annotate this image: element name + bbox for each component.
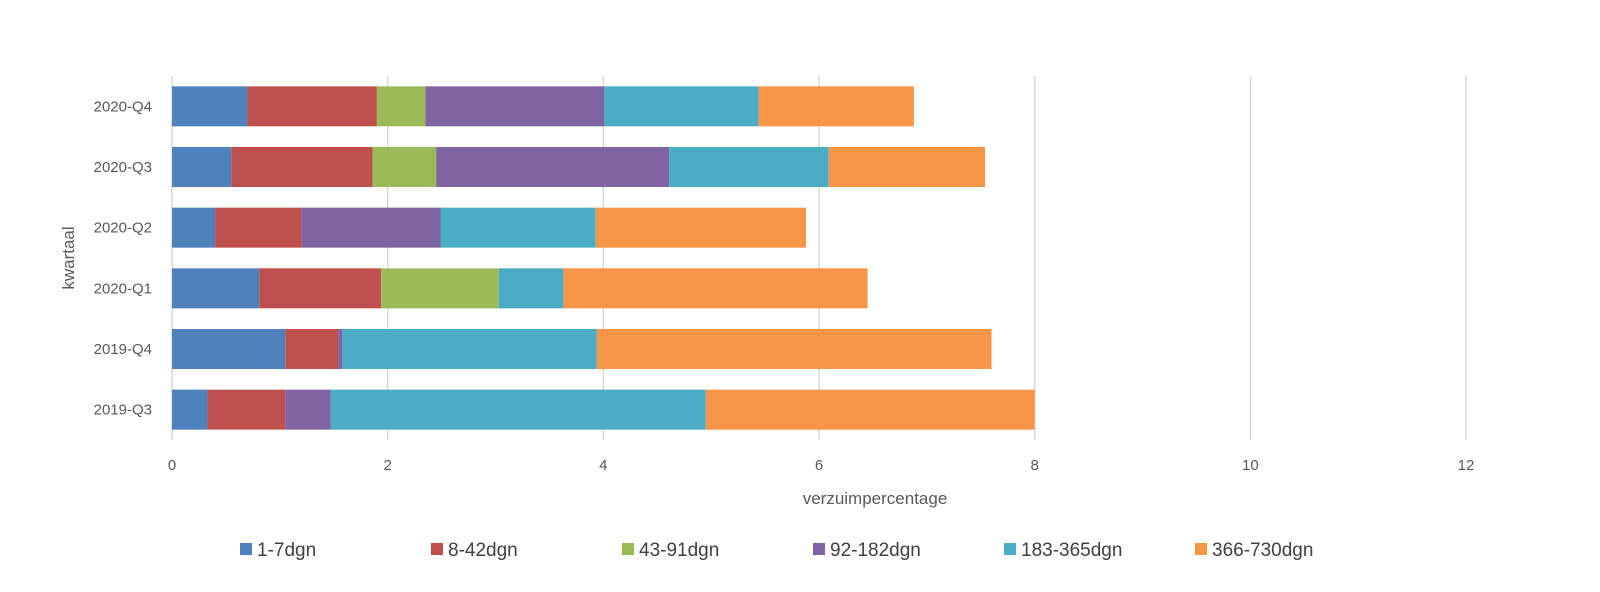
legend-swatch xyxy=(240,543,252,555)
legend-label: 183-365dgn xyxy=(1021,540,1122,561)
legend-swatch xyxy=(813,543,825,555)
bar-segment-366-730dgn-2020-Q3 xyxy=(828,147,986,187)
bar-segment-1-7dgn-2020-Q2 xyxy=(172,207,216,248)
bar-segment-366-730dgn-2020-Q1 xyxy=(563,268,868,309)
legend-swatch xyxy=(1195,543,1207,555)
bar-segment-1-7dgn-2020-Q1 xyxy=(172,268,260,309)
gridlines xyxy=(171,76,1467,440)
y-tick-label: 2019-Q3 xyxy=(94,402,152,419)
bar-segment-183-365dgn-2020-Q1 xyxy=(498,268,564,309)
legend-swatch xyxy=(431,543,443,555)
bar-segment-366-730dgn-2020-Q4 xyxy=(758,86,914,127)
bar-segment-183-365dgn-2020-Q3 xyxy=(669,147,829,187)
x-axis-tick-labels: 0 2 4 6 8 10 12 xyxy=(168,457,1475,474)
legend-item-43-91dgn: 43-91dgn xyxy=(622,540,719,561)
bar-segment-43-91dgn-2020-Q4 xyxy=(376,86,426,127)
bar-segment-366-730dgn-2020-Q2 xyxy=(595,207,807,248)
y-tick-label: 2020-Q1 xyxy=(94,280,152,297)
y-axis-tick-labels: 2020-Q4 2020-Q3 2020-Q2 2020-Q1 2019-Q4 2019-… xyxy=(94,98,152,418)
bar-segment-8-42dgn-2019-Q4 xyxy=(285,329,339,369)
bar-segment-1-7dgn-2020-Q3 xyxy=(172,147,232,187)
bar-segment-43-91dgn-2020-Q1 xyxy=(381,268,499,309)
y-tick-label: 2019-Q4 xyxy=(94,341,152,358)
x-tick-label: 10 xyxy=(1242,457,1259,474)
bar-segment-183-365dgn-2019-Q4 xyxy=(342,329,597,369)
bar-segment-366-730dgn-2019-Q4 xyxy=(596,329,992,369)
bar-segment-92-182dgn-2020-Q3 xyxy=(436,147,670,187)
bar-segment-92-182dgn-2019-Q3 xyxy=(285,389,331,430)
bar-segment-8-42dgn-2019-Q3 xyxy=(207,389,286,430)
bars xyxy=(172,86,1035,430)
legend-label: 1-7dgn xyxy=(257,540,316,561)
legend-label: 43-91dgn xyxy=(639,540,719,561)
legend-item-92-182dgn: 92-182dgn xyxy=(813,540,921,561)
bar-segment-8-42dgn-2020-Q3 xyxy=(231,147,373,187)
x-tick-label: 8 xyxy=(1030,457,1038,474)
y-tick-label: 2020-Q3 xyxy=(94,159,152,176)
legend-label: 92-182dgn xyxy=(830,540,921,561)
bar-segment-1-7dgn-2020-Q4 xyxy=(172,86,248,127)
x-tick-label: 6 xyxy=(815,457,823,474)
x-tick-label: 12 xyxy=(1458,457,1475,474)
y-axis-title: kwartaal xyxy=(59,226,78,289)
bar-segment-366-730dgn-2019-Q3 xyxy=(705,389,1035,430)
bar-segment-92-182dgn-2020-Q4 xyxy=(425,86,605,127)
bar-segment-1-7dgn-2019-Q4 xyxy=(172,329,286,369)
legend: 1-7dgn 8-42dgn 43-91dgn 92-182dgn 183-365dgn… xyxy=(240,540,1313,561)
legend-item-366-730dgn: 366-730dgn xyxy=(1195,540,1313,561)
x-tick-label: 4 xyxy=(599,457,607,474)
legend-swatch xyxy=(1004,543,1016,555)
legend-swatch xyxy=(622,543,634,555)
legend-item-1-7dgn: 1-7dgn xyxy=(240,540,316,561)
bar-segment-8-42dgn-2020-Q4 xyxy=(247,86,377,127)
bar-segment-43-91dgn-2020-Q3 xyxy=(372,147,437,187)
x-tick-label: 2 xyxy=(383,457,391,474)
y-tick-label: 2020-Q2 xyxy=(94,220,152,237)
bar-segment-8-42dgn-2020-Q1 xyxy=(259,268,382,309)
bar-segment-183-365dgn-2019-Q3 xyxy=(330,389,706,430)
legend-item-183-365dgn: 183-365dgn xyxy=(1004,540,1122,561)
bar-segment-1-7dgn-2019-Q3 xyxy=(172,389,208,430)
x-tick-label: 0 xyxy=(168,457,176,474)
bar-segment-92-182dgn-2020-Q2 xyxy=(301,207,441,248)
legend-item-8-42dgn: 8-42dgn xyxy=(431,540,518,561)
bar-segment-183-365dgn-2020-Q2 xyxy=(440,207,596,248)
x-axis-title: verzuimpercentage xyxy=(803,489,948,508)
y-tick-label: 2020-Q4 xyxy=(94,98,152,115)
bar-segment-183-365dgn-2020-Q4 xyxy=(604,86,759,127)
legend-label: 366-730dgn xyxy=(1212,540,1313,561)
legend-label: 8-42dgn xyxy=(448,540,518,561)
bar-segment-92-182dgn-2019-Q4 xyxy=(338,329,343,369)
bar-segment-8-42dgn-2020-Q2 xyxy=(215,207,302,248)
